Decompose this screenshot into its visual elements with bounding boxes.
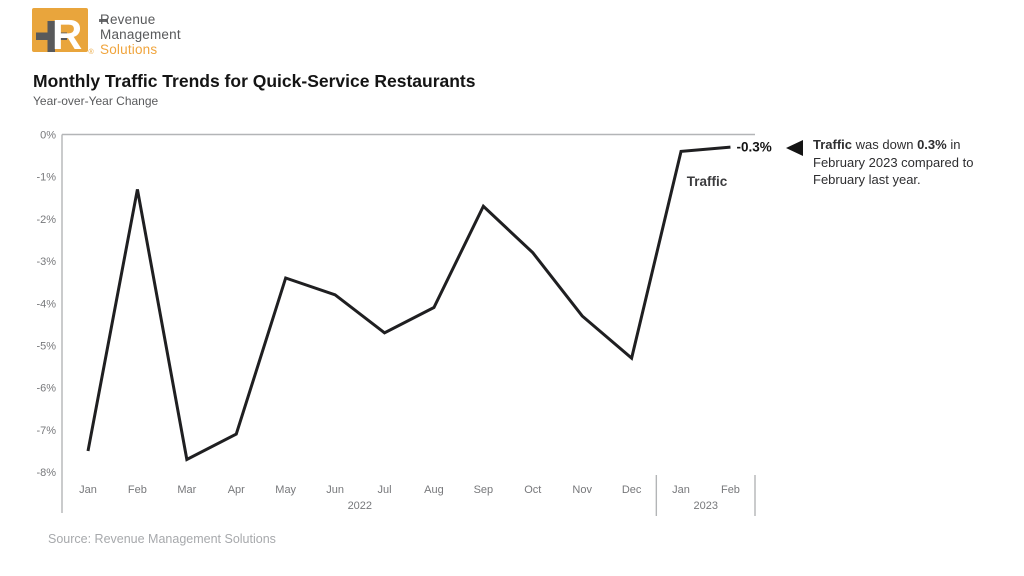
traffic-line <box>86 145 731 462</box>
x-month-label: Feb <box>128 484 147 496</box>
callout-line: February 2023 compared to <box>813 154 1023 172</box>
y-tick-label: -4% <box>36 298 56 310</box>
callout-line: February last year. <box>813 171 1023 189</box>
callout-bold-text: Traffic <box>813 137 853 152</box>
x-month-label: Sep <box>474 484 494 496</box>
x-year-label: 2023 <box>694 500 718 512</box>
x-month-label: Jan <box>672 484 690 496</box>
logo-line-solutions: Solutions <box>100 42 158 57</box>
callout-regular-text: in <box>946 137 961 152</box>
page-title: Monthly Traffic Trends for Quick-Service… <box>33 71 476 91</box>
x-month-label: Dec <box>622 484 642 496</box>
y-tick-label: -1% <box>36 172 56 184</box>
logo-letter-r: R <box>52 11 82 58</box>
x-month-label: May <box>275 484 296 496</box>
x-month-label: Aug <box>424 484 444 496</box>
end-value-label: -0.3% <box>737 140 772 155</box>
x-month-label: Jul <box>377 484 391 496</box>
y-tick-label: -8% <box>36 467 56 479</box>
callout-regular-text: February 2023 compared to <box>813 154 974 170</box>
callout-regular-text: February last year. <box>813 172 921 187</box>
x-month-label: Oct <box>524 484 541 496</box>
logo-wordmark: Revenue Management Solutions <box>100 12 181 57</box>
x-year-label: 2022 <box>348 500 372 512</box>
logo-dash <box>99 19 108 22</box>
x-month-label: Jan <box>79 484 97 496</box>
y-tick-label: -2% <box>36 214 56 226</box>
callout-arrow-icon <box>786 140 803 156</box>
y-tick-label: -5% <box>36 341 56 353</box>
logo-line-management: Management <box>100 27 181 42</box>
y-tick-label: -3% <box>36 256 56 268</box>
x-month-label: Apr <box>228 484 245 496</box>
logo-line-revenue: Revenue <box>100 12 156 27</box>
x-month-label: Mar <box>177 484 196 496</box>
y-tick-label: 0% <box>40 130 56 142</box>
x-month-label: Nov <box>572 484 592 496</box>
callout-line: Traffic was down 0.3% in <box>813 136 1023 154</box>
callout-regular-text: was down <box>852 137 918 152</box>
source-note: Source: Revenue Management Solutions <box>48 532 276 546</box>
y-tick-label: -6% <box>36 383 56 395</box>
page-subtitle: Year-over-Year Change <box>33 94 159 108</box>
y-tick-label: -7% <box>36 425 56 437</box>
rms-logo: R ® <box>32 8 95 58</box>
logo-square <box>32 8 88 52</box>
x-month-label: Jun <box>326 484 344 496</box>
x-month-label: Feb <box>721 484 740 496</box>
series-label: Traffic <box>687 174 728 189</box>
registered-mark: ® <box>89 48 95 56</box>
callout-bold-text: 0.3% <box>917 137 947 152</box>
callout-text: Traffic was down 0.3% in February 2023 co… <box>813 136 1023 189</box>
